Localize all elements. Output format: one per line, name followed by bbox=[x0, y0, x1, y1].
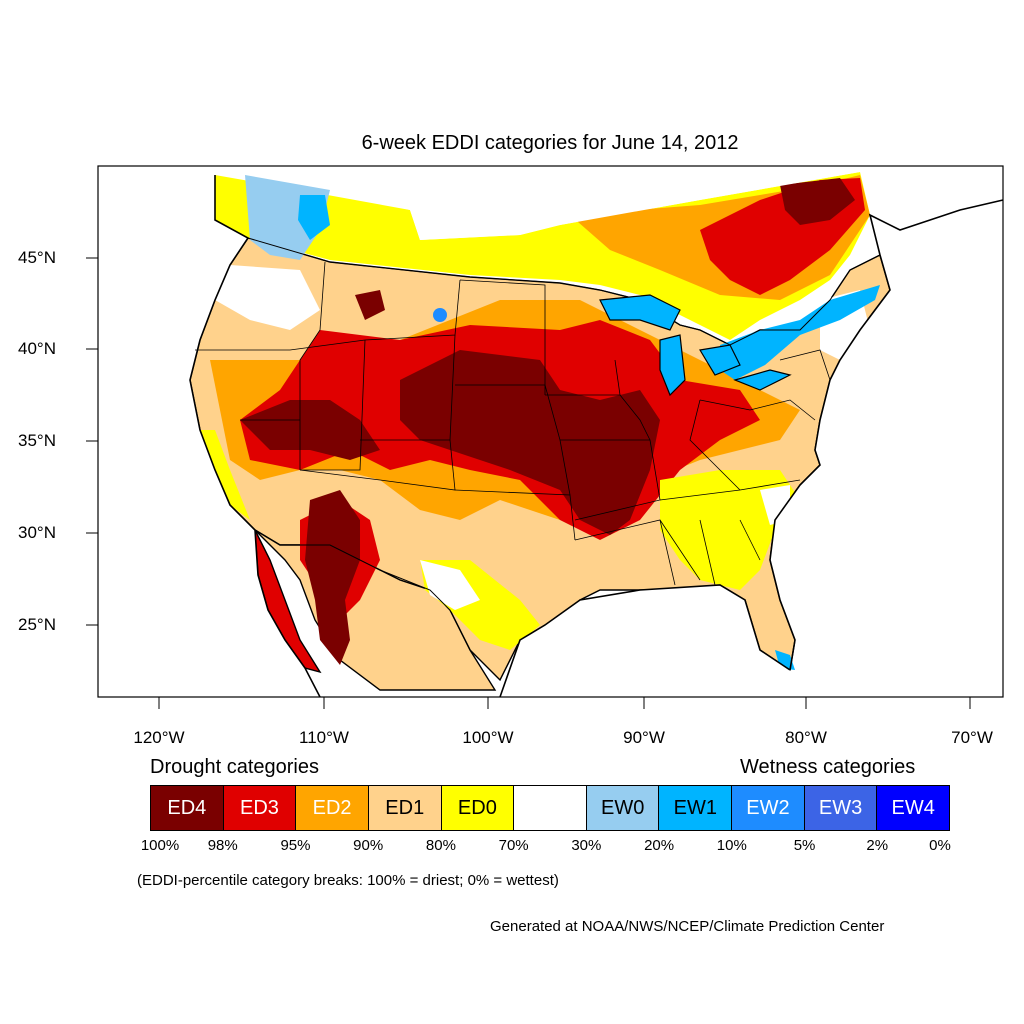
ed4-region-2 bbox=[240, 400, 380, 460]
wetness-heading: Wetness categories bbox=[740, 756, 916, 778]
credit-line: Generated at NOAA/NWS/NCEP/Climate Predi… bbox=[490, 918, 885, 935]
percent-label: 20% bbox=[644, 837, 675, 854]
axis-ticks bbox=[86, 257, 971, 709]
map-frame bbox=[97, 165, 1004, 698]
ew-region-pnw-2 bbox=[298, 195, 330, 240]
ed4-region bbox=[400, 350, 660, 535]
percent-label: 70% bbox=[498, 837, 529, 854]
lon-label: 90°W bbox=[623, 728, 665, 747]
percent-label: 95% bbox=[280, 837, 311, 854]
map-area bbox=[86, 165, 1004, 709]
ocean-mask-north bbox=[330, 166, 860, 240]
lon-label: 110°W bbox=[299, 728, 349, 747]
gulf-coast bbox=[499, 584, 791, 698]
percent-label: 10% bbox=[716, 837, 747, 854]
drought-heading: Drought categories bbox=[150, 756, 319, 778]
percent-label: 80% bbox=[425, 837, 456, 854]
legend-swatch: ED0 bbox=[441, 786, 515, 830]
lat-label: 40°N bbox=[18, 339, 56, 358]
lat-label: 45°N bbox=[18, 248, 56, 267]
ocean-mask-east bbox=[770, 166, 1003, 697]
neutral-region bbox=[215, 265, 320, 330]
lat-label: 35°N bbox=[18, 431, 56, 450]
percent-label: 100% bbox=[140, 837, 180, 854]
ed4-region-3 bbox=[305, 490, 360, 665]
lon-label: 100°W bbox=[462, 728, 514, 747]
west-coast bbox=[189, 175, 321, 698]
lon-label: 80°W bbox=[785, 728, 827, 747]
percent-label: 98% bbox=[207, 837, 238, 854]
ew-spot-wyoming bbox=[433, 308, 447, 322]
percent-label: 0% bbox=[929, 837, 951, 854]
map-title: 6-week EDDI categories for June 14, 2012 bbox=[361, 132, 739, 154]
lon-label: 70°W bbox=[951, 728, 993, 747]
lon-label: 120°W bbox=[133, 728, 185, 747]
legend-swatch: ED2 bbox=[296, 786, 369, 830]
percent-label: 90% bbox=[353, 837, 384, 854]
ocean-mask-west bbox=[98, 166, 320, 697]
legend-swatch: EW4 bbox=[877, 786, 950, 830]
legend-swatch: ED4 bbox=[151, 786, 224, 830]
canada-border bbox=[247, 237, 881, 346]
legend-swatch: EW1 bbox=[659, 786, 733, 830]
percent-label: 5% bbox=[793, 837, 816, 854]
lat-label: 30°N bbox=[18, 523, 56, 542]
ocean-mask-gulf bbox=[500, 585, 800, 697]
neutral-region-2 bbox=[420, 560, 480, 610]
legend-swatch: ED1 bbox=[368, 786, 442, 830]
great-lakes bbox=[599, 294, 792, 397]
ed0-region-2 bbox=[200, 430, 250, 520]
lat-label: 25°N bbox=[18, 615, 56, 634]
legend-swatch: EW0 bbox=[586, 786, 660, 830]
legend-swatch: ED3 bbox=[223, 786, 297, 830]
legend-swatch bbox=[514, 786, 587, 830]
ed4-region-4 bbox=[780, 178, 855, 225]
east-coast bbox=[769, 199, 1004, 671]
percent-label: 2% bbox=[866, 837, 889, 854]
ed4-region-5 bbox=[355, 290, 385, 320]
percent-label: 30% bbox=[571, 837, 602, 854]
mexico-border bbox=[254, 529, 501, 681]
category-note: (EDDI-percentile category breaks: 100% =… bbox=[137, 872, 559, 889]
legend-swatch: EW2 bbox=[732, 786, 805, 830]
state-borders bbox=[195, 261, 831, 586]
legend-swatch: EW3 bbox=[804, 786, 878, 830]
ew-region-glakes bbox=[720, 285, 880, 380]
category-legend: ED4 ED3 ED2 ED1 ED0 EW0 EW1 EW2 EW3 EW4 bbox=[150, 785, 950, 831]
